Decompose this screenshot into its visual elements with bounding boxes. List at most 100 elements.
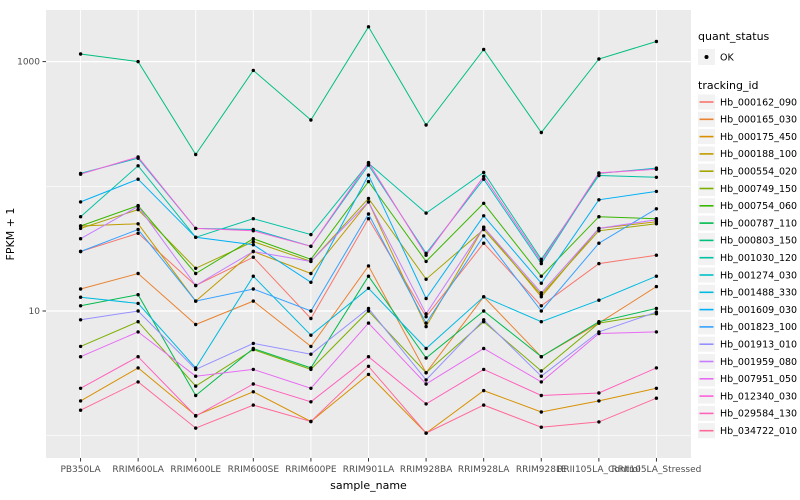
data-point — [424, 277, 428, 281]
legend-label: Hb_001274_030 — [720, 270, 797, 281]
data-point — [136, 301, 140, 306]
data-point — [597, 331, 601, 336]
data-point — [309, 344, 313, 349]
data-point — [482, 241, 486, 245]
data-point — [194, 426, 198, 430]
data-point — [654, 175, 659, 179]
legend-label: Hb_001488_330 — [720, 288, 797, 299]
data-point — [482, 201, 486, 205]
data-point — [194, 283, 198, 288]
data-point — [309, 386, 313, 390]
data-point — [251, 68, 255, 73]
legend-entry-Hb_000754_060: Hb_000754_060 — [698, 198, 797, 214]
data-point — [251, 255, 255, 259]
data-point — [539, 374, 543, 378]
x-tick-label: RRIM600SE — [228, 465, 280, 475]
legend-entry-Hb_000175_450: Hb_000175_450 — [698, 129, 797, 145]
data-point — [539, 309, 543, 313]
data-point — [424, 259, 428, 264]
data-point — [366, 286, 371, 290]
data-point — [424, 123, 428, 127]
data-point — [78, 355, 83, 359]
data-point — [309, 333, 313, 337]
data-point — [366, 309, 371, 313]
legend-label: Hb_012340_030 — [720, 391, 797, 402]
legend-label: Hb_000787_110 — [720, 218, 797, 229]
legend-label: Hb_001609_030 — [720, 305, 797, 316]
data-point — [251, 403, 255, 407]
data-point — [539, 410, 543, 414]
data-point — [654, 167, 659, 171]
data-point — [654, 207, 659, 211]
data-point — [482, 346, 486, 351]
data-point — [597, 320, 601, 324]
data-point — [482, 47, 486, 52]
x-tick-label: RRII105LA_Control — [557, 465, 640, 475]
data-point — [539, 380, 543, 384]
data-point — [251, 229, 255, 233]
legend-label: Hb_000554_020 — [720, 167, 797, 178]
data-point — [78, 200, 83, 204]
legend-label: Hb_000175_450 — [720, 132, 797, 143]
x-tick-label: PB350LA — [60, 465, 101, 475]
data-point — [78, 224, 83, 228]
data-point — [597, 198, 601, 202]
data-point — [654, 189, 659, 194]
legend-entry-Hb_001823_100: Hb_001823_100 — [698, 319, 797, 335]
data-point — [78, 215, 83, 219]
data-point — [136, 231, 140, 235]
data-point — [654, 39, 659, 44]
data-point — [309, 232, 313, 237]
data-point — [597, 261, 601, 266]
data-point — [597, 399, 601, 403]
legend-entry-Hb_001913_010: Hb_001913_010 — [698, 336, 797, 352]
data-point — [539, 291, 543, 295]
data-point — [539, 304, 543, 308]
data-point — [309, 309, 313, 313]
data-point — [366, 364, 371, 368]
data-point — [539, 274, 543, 278]
data-point — [309, 366, 313, 370]
data-point — [194, 414, 198, 418]
data-point — [194, 367, 198, 372]
legend-entry-Hb_001030_120: Hb_001030_120 — [698, 250, 797, 266]
data-point — [366, 173, 371, 177]
data-point — [194, 271, 198, 276]
data-point — [136, 177, 140, 181]
data-point — [78, 399, 83, 403]
data-point — [136, 164, 140, 168]
data-point — [366, 196, 371, 201]
data-point — [136, 207, 140, 212]
data-point — [194, 374, 198, 378]
data-point — [539, 320, 543, 324]
legend-label: Hb_029584_130 — [720, 409, 797, 420]
data-point — [194, 235, 198, 239]
data-point — [482, 174, 486, 179]
x-tick-label: RRIM928LE — [516, 465, 567, 475]
y-tick-label: 1000 — [17, 58, 40, 68]
legend-entry-Hb_000803_150: Hb_000803_150 — [698, 232, 797, 248]
data-point — [597, 420, 601, 424]
data-point — [539, 393, 543, 398]
data-point — [366, 212, 371, 216]
data-point — [482, 367, 486, 372]
data-point — [482, 214, 486, 218]
legend-label: Hb_001823_100 — [720, 322, 797, 333]
data-point — [424, 371, 428, 375]
data-point — [251, 367, 255, 372]
data-point — [136, 380, 140, 384]
data-point — [136, 355, 140, 359]
data-point — [366, 321, 371, 325]
data-point — [194, 393, 198, 398]
data-point — [78, 249, 83, 254]
legend-entry-Hb_012340_030: Hb_012340_030 — [698, 388, 797, 404]
legend-entry-Hb_029584_130: Hb_029584_130 — [698, 405, 797, 421]
data-point — [597, 241, 601, 245]
data-point — [654, 218, 659, 222]
data-point — [309, 259, 313, 264]
data-point — [482, 234, 486, 238]
data-point — [194, 226, 198, 231]
data-point — [78, 295, 83, 299]
